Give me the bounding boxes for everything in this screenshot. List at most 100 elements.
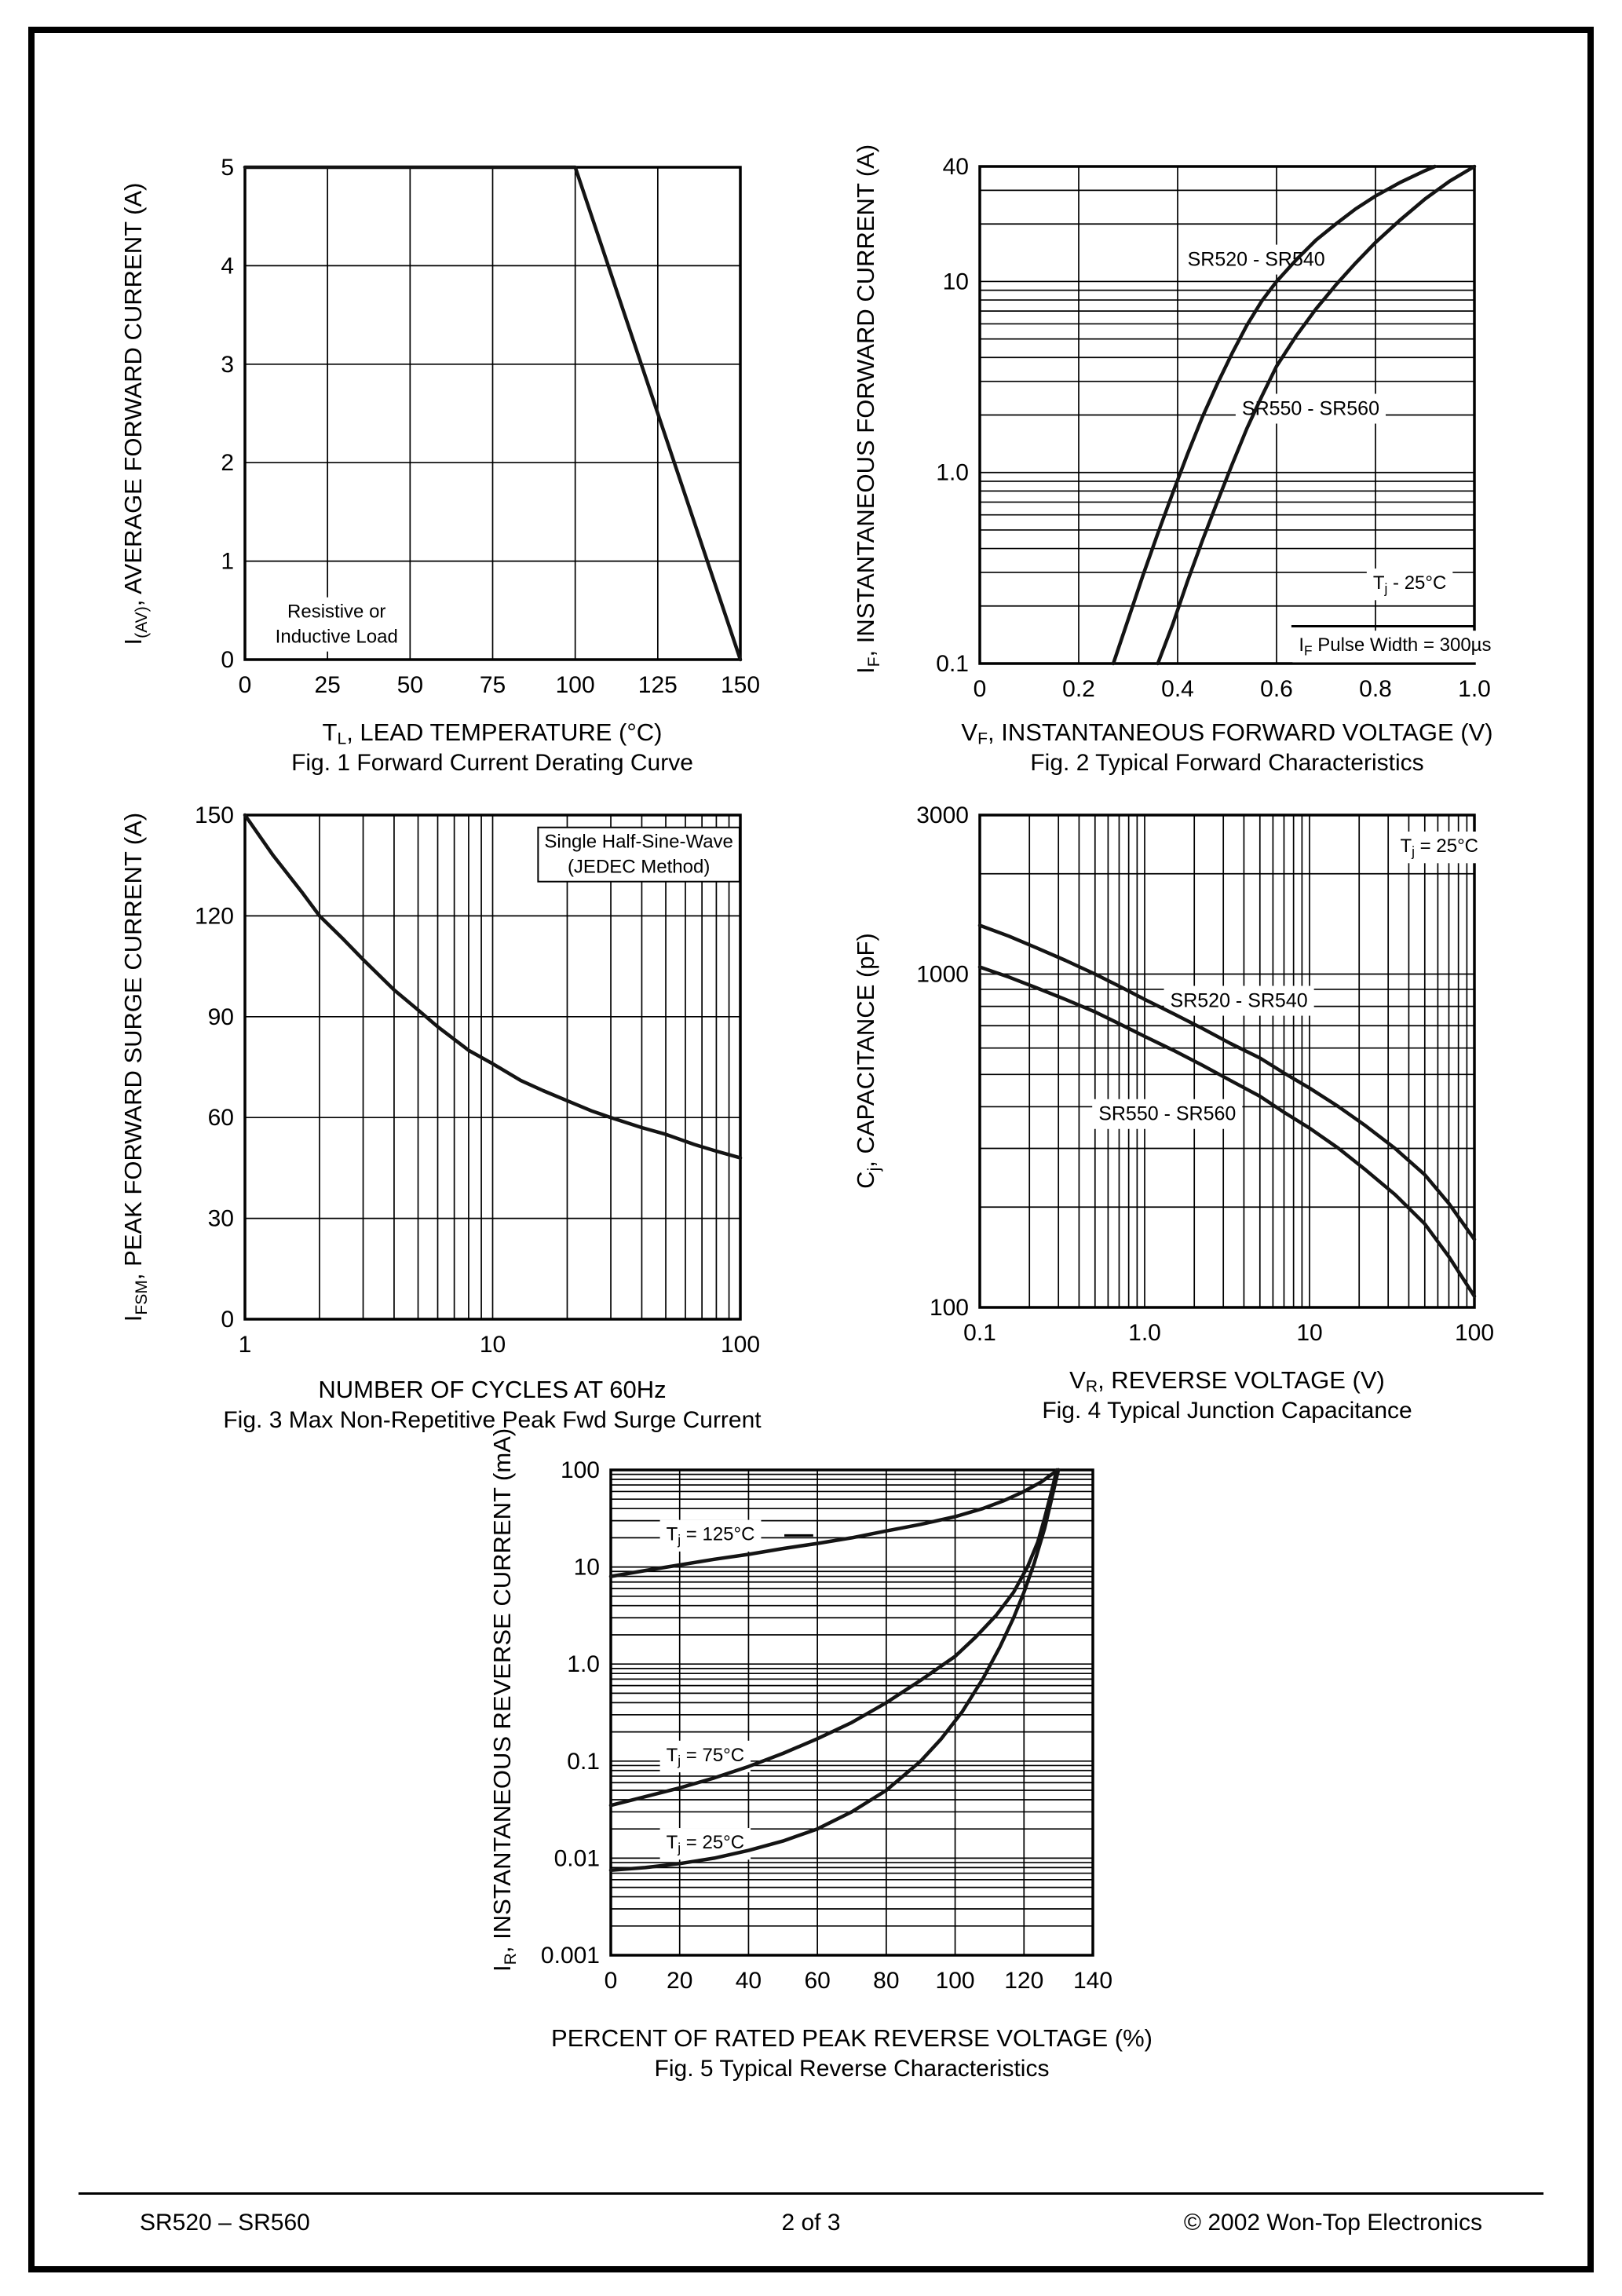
svg-text:0.1: 0.1 — [567, 1749, 600, 1775]
svg-text:140: 140 — [1073, 1968, 1112, 1994]
svg-text:100: 100 — [721, 1332, 760, 1358]
svg-text:Resistive or: Resistive or — [287, 601, 385, 623]
fig2-x-axis-label: VF, INSTANTANEOUS FORWARD VOLTAGE (V) — [961, 718, 1493, 748]
svg-text:0: 0 — [221, 647, 234, 673]
series-curve — [977, 923, 1477, 1241]
svg-text:4: 4 — [221, 253, 234, 279]
fig5-x-axis-label: PERCENT OF RATED PEAK REVERSE VOLTAGE (%… — [551, 2024, 1153, 2052]
series-curve — [608, 1468, 1059, 1808]
svg-text:100: 100 — [936, 1968, 975, 1994]
svg-text:0.2: 0.2 — [1062, 676, 1095, 702]
footer-part-number: SR520 – SR560 — [140, 2210, 310, 2236]
svg-text:0: 0 — [974, 676, 987, 702]
svg-text:50: 50 — [397, 672, 423, 698]
svg-text:20: 20 — [667, 1968, 692, 1994]
svg-text:Tj = 125°C: Tj = 125°C — [667, 1524, 755, 1548]
svg-text:30: 30 — [208, 1206, 234, 1232]
svg-text:Tj - 25°C: Tj - 25°C — [1373, 572, 1446, 596]
svg-text:10: 10 — [1296, 1320, 1322, 1346]
footer-copyright: © 2002 Won-Top Electronics — [1183, 2210, 1482, 2236]
svg-text:1000: 1000 — [916, 962, 969, 988]
svg-text:Inductive Load: Inductive Load — [276, 627, 398, 648]
svg-text:100: 100 — [930, 1295, 969, 1321]
svg-text:100: 100 — [1455, 1320, 1494, 1346]
svg-text:60: 60 — [208, 1105, 234, 1131]
svg-text:2: 2 — [221, 450, 234, 476]
svg-text:Tj = 25°C: Tj = 25°C — [1401, 835, 1479, 859]
svg-text:SR550 - SR560: SR550 - SR560 — [1098, 1103, 1236, 1125]
fig2-caption: Fig. 2 Typical Forward Characteristics — [1030, 750, 1424, 776]
svg-text:100: 100 — [556, 672, 595, 698]
annotation: SR520 - SR540 — [1164, 985, 1314, 1016]
fig5-caption: Fig. 5 Typical Reverse Characteristics — [654, 2056, 1050, 2082]
series-curve — [608, 1468, 1061, 1873]
annotation: Tj = 125°C — [659, 1519, 762, 1552]
footer-page-number: 2 of 3 — [781, 2210, 841, 2236]
svg-text:5: 5 — [221, 155, 234, 181]
svg-text:75: 75 — [480, 672, 506, 698]
svg-text:25: 25 — [314, 672, 340, 698]
svg-text:0.01: 0.01 — [554, 1845, 600, 1871]
svg-text:0.8: 0.8 — [1359, 676, 1392, 702]
svg-text:1.0: 1.0 — [1458, 676, 1491, 702]
annotation: SR550 - SR560 — [1092, 1099, 1243, 1129]
fig3-y-axis-label: IFSM, PEAK FORWARD SURGE CURRENT (A) — [119, 812, 151, 1322]
svg-text:0.6: 0.6 — [1260, 676, 1293, 702]
series-curve — [977, 965, 1477, 1299]
svg-text:80: 80 — [873, 1968, 899, 1994]
footer-divider — [79, 2192, 1543, 2195]
series-curve — [243, 165, 743, 662]
svg-text:(JEDEC Method): (JEDEC Method) — [568, 857, 710, 878]
fig4-chart: SR520 - SR540 SR550 - SR560 Tj = 25°C 0.1 1.… — [916, 803, 1494, 1346]
annotation: Resistive or Inductive Load — [269, 597, 404, 652]
svg-text:1.0: 1.0 — [1128, 1320, 1161, 1346]
svg-text:IF Pulse Width = 300µs: IF Pulse Width = 300µs — [1299, 634, 1491, 658]
svg-text:150: 150 — [195, 803, 234, 828]
svg-text:1: 1 — [221, 549, 234, 575]
svg-text:40: 40 — [736, 1968, 762, 1994]
annotation: Tj = 75°C — [659, 1740, 751, 1773]
svg-text:0: 0 — [221, 1307, 234, 1333]
page-border-frame — [28, 27, 1594, 2272]
svg-text:10: 10 — [480, 1332, 506, 1358]
svg-text:3: 3 — [221, 352, 234, 378]
annotation: Single Half-Sine-Wave (JEDEC Method) — [537, 826, 740, 883]
svg-text:0.4: 0.4 — [1161, 676, 1194, 702]
fig4-x-axis-label: VR, REVERSE VOLTAGE (V) — [1069, 1366, 1385, 1396]
fig3-chart: Single Half-Sine-Wave (JEDEC Method) 1 10 10… — [195, 803, 760, 1358]
svg-text:0.1: 0.1 — [936, 651, 969, 677]
svg-text:10: 10 — [943, 269, 969, 294]
annotation: Tj = 25°C — [1394, 832, 1485, 864]
annotation: IF Pulse Width = 300µs — [1292, 631, 1498, 663]
svg-text:10: 10 — [574, 1555, 600, 1581]
svg-text:SR520 - SR540: SR520 - SR540 — [1171, 990, 1308, 1012]
fig1-x-axis-label: TL, LEAD TEMPERATURE (°C) — [322, 718, 663, 748]
series-curve — [608, 1468, 1061, 1578]
fig4-caption: Fig. 4 Typical Junction Capacitance — [1042, 1398, 1412, 1424]
fig4-y-axis-label: Cj, CAPACITANCE (pF) — [852, 933, 883, 1189]
fig1-y-axis-label: I(AV), AVERAGE FORWARD CURRENT (A) — [119, 182, 151, 645]
series-curve — [1156, 164, 1477, 666]
svg-text:60: 60 — [804, 1968, 830, 1994]
svg-text:3000: 3000 — [916, 803, 969, 828]
svg-text:Tj = 25°C: Tj = 25°C — [667, 1832, 745, 1855]
svg-text:Single Half-Sine-Wave: Single Half-Sine-Wave — [544, 832, 733, 853]
svg-text:0: 0 — [239, 672, 252, 698]
fig1-caption: Fig. 1 Forward Current Derating Curve — [291, 750, 693, 776]
fig3-caption: Fig. 3 Max Non-Repetitive Peak Fwd Surge… — [223, 1407, 762, 1433]
series-curve — [1111, 164, 1437, 666]
series-curve — [243, 813, 743, 1160]
svg-text:120: 120 — [195, 903, 234, 929]
annotation: Tj - 25°C — [1366, 569, 1453, 601]
svg-text:150: 150 — [721, 672, 760, 698]
svg-text:Tj = 75°C: Tj = 75°C — [667, 1745, 745, 1768]
annotation: SR550 - SR560 — [1235, 393, 1386, 424]
svg-text:120: 120 — [1004, 1968, 1043, 1994]
svg-text:1.0: 1.0 — [936, 460, 969, 486]
annotation: Tj = 25°C — [659, 1828, 751, 1860]
svg-text:1.0: 1.0 — [567, 1651, 600, 1677]
svg-text:0.001: 0.001 — [541, 1943, 600, 1969]
